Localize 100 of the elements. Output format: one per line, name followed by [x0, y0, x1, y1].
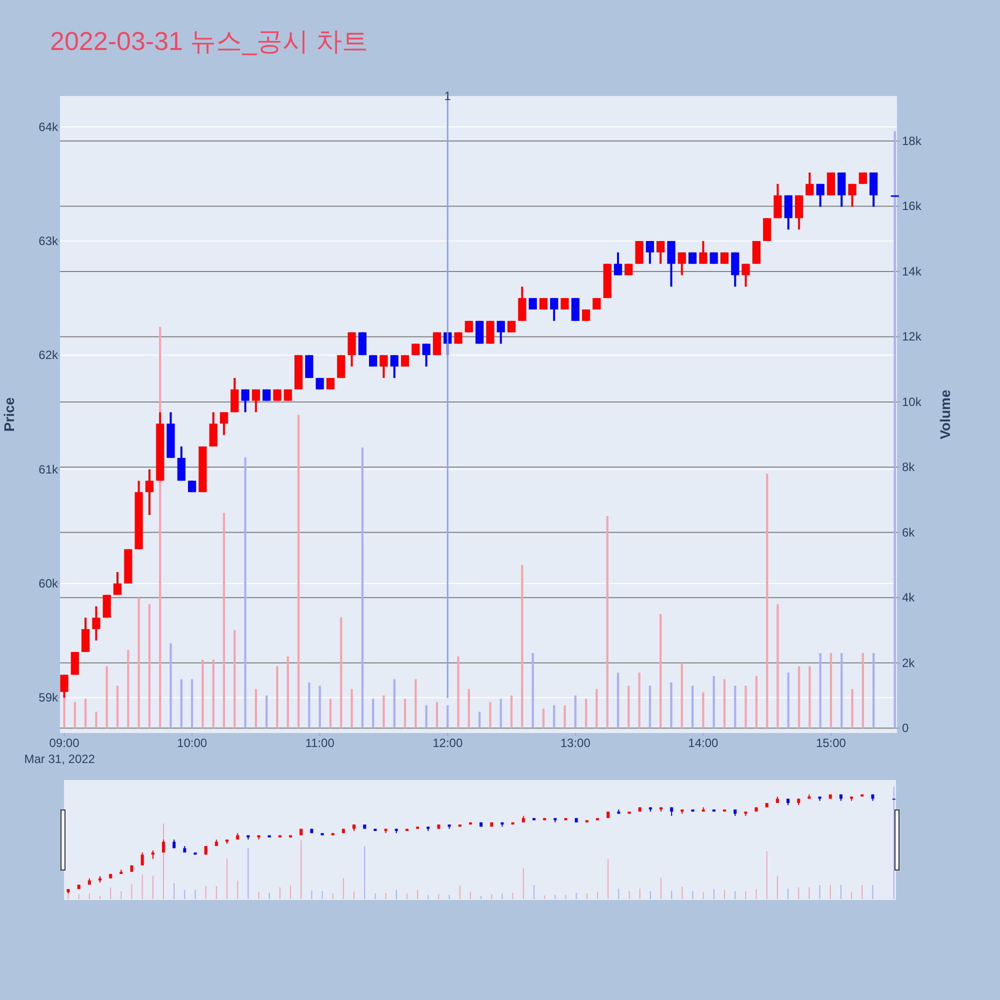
bar — [180, 679, 182, 728]
y2-tick-label: 14k — [902, 264, 922, 278]
bar — [436, 702, 438, 728]
bar — [350, 688, 353, 728]
chart-title: 2022-03-31 뉴스_공시 차트 — [50, 26, 368, 56]
bar — [766, 474, 768, 728]
x-tick-label: 14:00 — [688, 736, 719, 750]
y-tick-label: 63k — [38, 234, 59, 248]
bar — [425, 705, 428, 728]
bar — [648, 686, 652, 728]
bar — [254, 688, 258, 728]
bar — [63, 695, 66, 728]
bar — [734, 686, 736, 728]
bar — [148, 604, 151, 728]
bar — [489, 702, 492, 728]
bar — [297, 414, 300, 728]
bar — [606, 516, 608, 728]
bar — [628, 686, 630, 728]
bar — [532, 653, 534, 728]
bar — [393, 679, 396, 728]
bar — [638, 672, 640, 728]
y-tick-label: 59k — [38, 690, 59, 705]
bar — [234, 630, 236, 728]
bar — [222, 512, 226, 728]
bar — [872, 653, 875, 728]
bar — [819, 653, 822, 728]
y-tick-label: 64k — [38, 120, 59, 134]
y2-tick-label: 12k — [902, 330, 922, 344]
bar — [308, 682, 310, 728]
bar — [564, 705, 566, 728]
y2-tick-label: 6k — [902, 525, 916, 540]
bar — [830, 653, 832, 728]
bar — [84, 698, 87, 728]
bar — [74, 702, 76, 728]
bar — [95, 712, 98, 728]
bar — [723, 679, 726, 728]
bar — [776, 604, 779, 728]
bar — [382, 695, 385, 728]
bar — [744, 686, 747, 728]
y2-tick-label: 18k — [902, 134, 922, 148]
bar — [106, 666, 108, 728]
bar — [596, 688, 598, 728]
bar — [542, 708, 545, 728]
bar — [521, 565, 524, 728]
y2-tick-label: 16k — [902, 199, 922, 214]
bar — [286, 656, 289, 728]
bar — [446, 705, 449, 728]
x-tick-label: 12:00 — [432, 736, 463, 750]
x-tick-label: 11:00 — [305, 736, 335, 750]
bar — [787, 672, 790, 728]
bar — [500, 698, 502, 728]
bar — [840, 653, 843, 728]
y2-tick-label: 0 — [902, 721, 909, 736]
bar — [318, 686, 321, 728]
bar — [712, 676, 715, 728]
bar — [616, 672, 620, 728]
y2-tick-label: 10k — [902, 394, 922, 409]
bar — [276, 666, 278, 728]
bar — [660, 614, 662, 728]
y-tick-label: 60k — [38, 576, 59, 590]
bar — [510, 695, 513, 728]
y-axis-title: Price — [1, 397, 17, 432]
bar — [212, 660, 214, 728]
y-tick-label: 62k — [38, 348, 59, 362]
bar — [691, 686, 694, 728]
bar — [266, 695, 268, 728]
x-tick-label: 09:00 Mar 31, 2022 — [24, 736, 96, 766]
y2-tick-label: 8k — [902, 460, 916, 474]
bar — [329, 698, 332, 728]
bar — [553, 705, 556, 728]
bar — [127, 650, 130, 728]
bar — [404, 698, 406, 728]
bar — [361, 448, 364, 728]
bar — [414, 679, 417, 728]
y-tick-label: 61k — [38, 462, 59, 476]
bar — [202, 660, 204, 728]
bar — [457, 656, 460, 728]
bar — [372, 698, 374, 728]
bar — [468, 688, 470, 728]
bar — [138, 598, 140, 728]
bar — [851, 688, 854, 728]
x-tick-label: 10:00 — [177, 736, 208, 750]
bar — [702, 692, 704, 728]
bar — [755, 676, 758, 728]
bar — [584, 698, 588, 728]
ref-line-label: 1 — [444, 89, 452, 103]
bar — [670, 682, 672, 728]
bar — [478, 712, 481, 728]
y2-tick-label: 2k — [902, 656, 916, 670]
bar — [574, 695, 576, 728]
bar — [798, 666, 800, 728]
bar — [862, 653, 864, 728]
y2-tick-label: 4k — [902, 590, 916, 605]
x-tick-label: 13:00 — [560, 736, 591, 750]
bar — [244, 457, 246, 728]
bar — [190, 679, 194, 728]
bar — [680, 662, 683, 728]
bar — [808, 666, 811, 728]
y2-axis-title: Volume — [937, 390, 953, 440]
bar — [116, 686, 119, 728]
